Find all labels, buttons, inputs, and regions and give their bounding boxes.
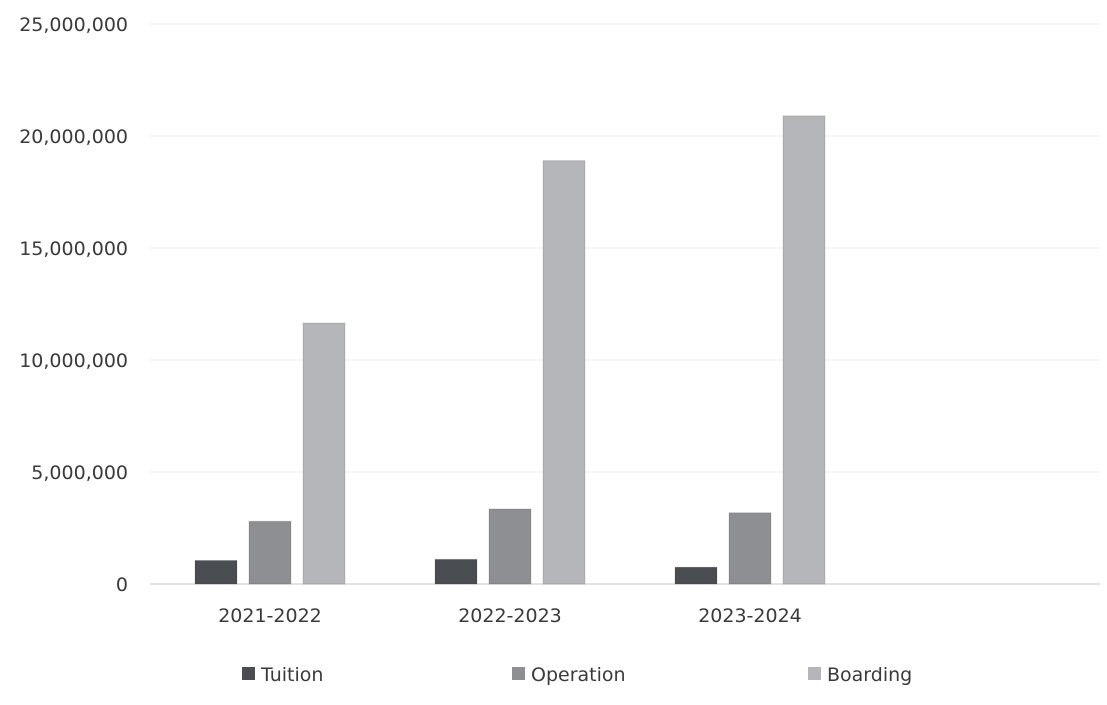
x-tick-label: 2021-2022: [218, 605, 322, 627]
bar-operation-2023-2024: [728, 512, 772, 585]
y-tick-label: 25,000,000: [19, 14, 128, 36]
x-tick-label: 2022-2023: [458, 605, 562, 627]
x-axis: 2021-2022 2022-2023 2023-2024: [218, 605, 802, 627]
legend-label-operation: Operation: [531, 664, 626, 686]
bar-tuition-2023-2024: [674, 566, 718, 585]
legend-swatch-operation: [512, 667, 525, 680]
bars: [194, 115, 826, 585]
legend: Tuition Operation Boarding: [242, 664, 912, 686]
bar-boarding-2022-2023: [542, 160, 586, 585]
legend-label-tuition: Tuition: [260, 664, 323, 686]
y-tick-label: 10,000,000: [19, 350, 128, 372]
bar-tuition-2021-2022: [194, 559, 238, 585]
bar-operation-2021-2022: [248, 520, 292, 585]
y-tick-label: 0: [116, 574, 128, 596]
bar-boarding-2021-2022: [302, 322, 346, 585]
gridlines: [150, 23, 1100, 585]
y-axis: 0 5,000,000 10,000,000 15,000,000 20,000,000…: [19, 14, 128, 596]
legend-swatch-boarding: [808, 667, 821, 680]
bar-boarding-2023-2024: [782, 115, 826, 585]
x-tick-label: 2023-2024: [698, 605, 802, 627]
bar-operation-2022-2023: [488, 508, 532, 585]
legend-swatch-tuition: [242, 667, 255, 680]
bar-tuition-2022-2023: [434, 558, 478, 585]
y-tick-label: 15,000,000: [19, 238, 128, 260]
legend-label-boarding: Boarding: [827, 664, 912, 686]
y-tick-label: 5,000,000: [31, 462, 128, 484]
y-tick-label: 20,000,000: [19, 126, 128, 148]
